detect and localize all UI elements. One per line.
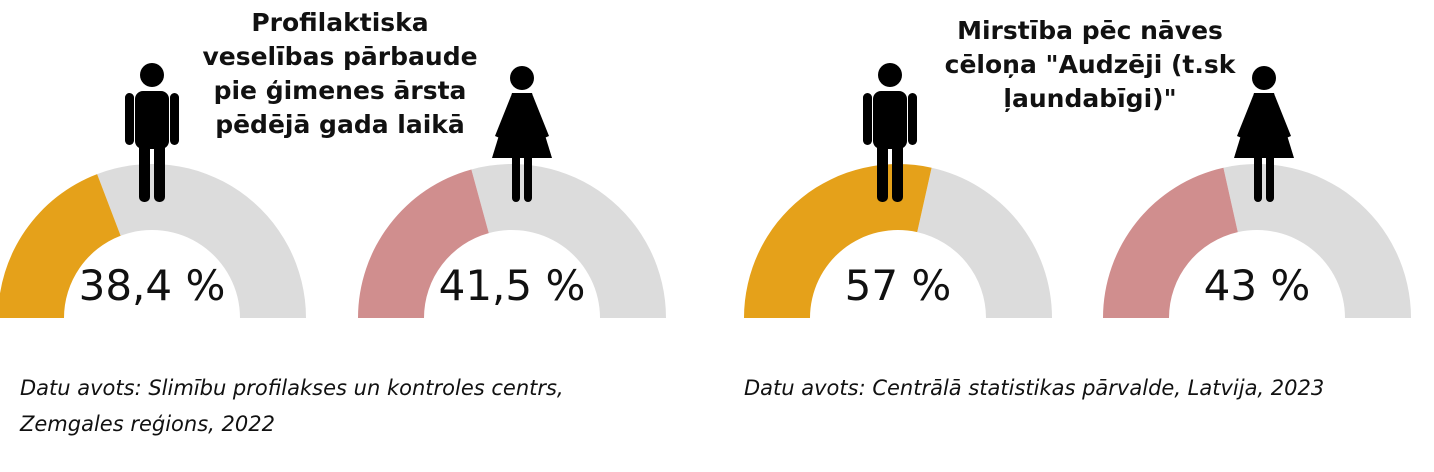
left-title-line: veselības pārbaude [202, 42, 478, 71]
left-title-line: pēdējā gada laikā [215, 110, 465, 139]
gauge-remainder-arc [97, 164, 306, 318]
right-title-line: Mirstība pēc nāves [957, 16, 1223, 45]
gauge-value-arc [0, 174, 121, 318]
left-panel-title: Profilaktiska veselības pārbaude pie ģim… [170, 6, 510, 142]
gauge-value-arc [358, 169, 489, 318]
gauge-remainder-arc [917, 167, 1052, 318]
right-title-line: cēloņa "Audzēji (t.sk [944, 50, 1236, 79]
left-source-note: Datu avots: Slimību profilakses un kontr… [20, 370, 720, 442]
male-figure-icon [863, 63, 917, 202]
right-title-line: ļaundabīgi)" [1003, 84, 1177, 113]
female-figure-icon [492, 66, 552, 202]
right-panel-title: Mirstība pēc nāves cēloņa "Audzēji (t.sk… [905, 14, 1275, 116]
gauge-value-label: 43 % [1204, 261, 1311, 310]
gauge-value-arc [744, 163, 932, 318]
left-source-line: Zemgales reģions, 2022 [20, 412, 275, 436]
female-figure-icon [1234, 66, 1294, 202]
gauge-value-label: 57 % [845, 261, 952, 310]
gauge-remainder-arc [1223, 163, 1411, 318]
gauge-remainder-arc [471, 164, 666, 318]
left-source-line: Datu avots: Slimību profilakses un kontr… [20, 376, 564, 400]
left-title-line: pie ģimenes ārsta [213, 76, 467, 105]
right-source-note: Datu avots: Centrālā statistikas pārvald… [744, 370, 1434, 406]
gauge-value-label: 38,4 % [79, 261, 226, 310]
gauge-value-arc [1103, 167, 1238, 318]
left-title-line: Profilaktiska [251, 8, 429, 37]
gauge-value-label: 41,5 % [439, 261, 586, 310]
right-source-line: Datu avots: Centrālā statistikas pārvald… [744, 376, 1325, 400]
male-figure-icon [125, 63, 179, 202]
